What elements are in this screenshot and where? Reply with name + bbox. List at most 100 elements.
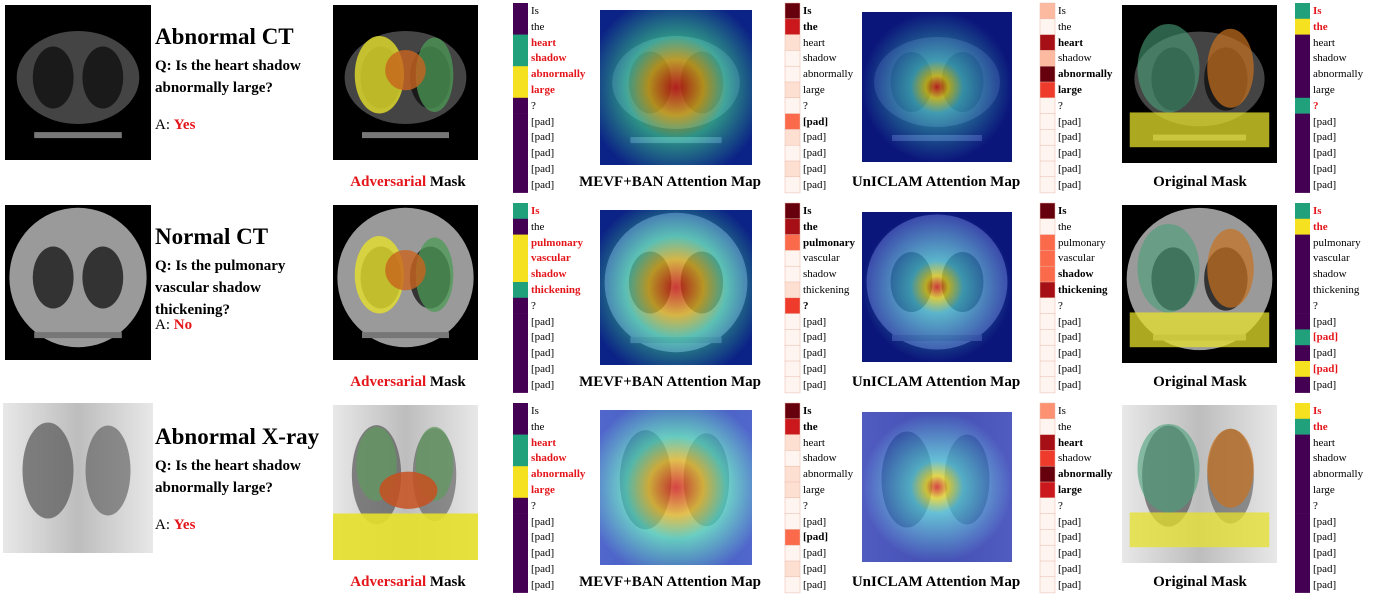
token: heart: [1058, 437, 1083, 449]
token: [pad]: [531, 316, 554, 328]
image-panel: [600, 410, 752, 565]
token-cell: [1295, 250, 1310, 266]
token-cell: [513, 266, 528, 282]
token: pulmonary: [803, 237, 855, 249]
token-cell: [513, 577, 528, 593]
token: [pad]: [1313, 531, 1336, 543]
token-cell: [1295, 235, 1310, 251]
token: ?: [1058, 100, 1063, 112]
text-span: A:: [155, 317, 170, 333]
token: abnormally: [803, 468, 853, 480]
caption: Adversarial Mask: [350, 374, 465, 391]
text-span: Mask: [430, 374, 466, 390]
heatmap: [862, 12, 1012, 162]
token-cell: [1295, 450, 1310, 466]
token: heart: [1313, 37, 1335, 49]
token: large: [531, 84, 555, 96]
token-cell: [1040, 35, 1055, 51]
token-cell: [1040, 235, 1055, 251]
token-cell: [785, 345, 800, 361]
lung: [82, 247, 123, 309]
token-cell: [1295, 129, 1310, 145]
caption: Original Mask: [1153, 574, 1247, 591]
token-cell: [1295, 161, 1310, 177]
token: large: [803, 84, 825, 96]
token: [pad]: [1313, 379, 1336, 391]
token: Is: [803, 405, 812, 417]
image-panel: [1122, 5, 1277, 163]
token-cell: [513, 419, 528, 435]
image-panel: [3, 403, 153, 553]
answer: A: No: [155, 317, 192, 334]
token-cell: [785, 450, 800, 466]
token: [pad]: [1058, 331, 1081, 343]
text-span: Adversarial: [350, 174, 426, 190]
token: [pad]: [1313, 547, 1336, 559]
token-cell: [785, 314, 800, 330]
token-cell: [785, 361, 800, 377]
token: the: [1058, 21, 1071, 33]
token-cell: [785, 145, 800, 161]
token: large: [1313, 84, 1335, 96]
token-cell: [1040, 266, 1055, 282]
token: [pad]: [1313, 147, 1336, 159]
token: abnormally: [1058, 68, 1112, 80]
token: Is: [531, 205, 540, 217]
token-cell: [1295, 361, 1310, 377]
token-cell: [1295, 545, 1310, 561]
table: [362, 332, 449, 338]
token-cell: [1040, 529, 1055, 545]
token-cell: [785, 129, 800, 145]
token: [pad]: [531, 347, 554, 359]
token-cell: [1040, 203, 1055, 219]
token-cell: [513, 298, 528, 314]
mask-region: [333, 514, 478, 561]
token-cell: [1040, 145, 1055, 161]
body: [9, 208, 146, 348]
token: large: [803, 484, 825, 496]
token: ?: [531, 500, 536, 512]
token: [pad]: [531, 379, 554, 391]
token-cell: [1295, 314, 1310, 330]
mask-region: [385, 50, 426, 90]
token: [pad]: [1313, 347, 1336, 359]
text-span: Mask: [430, 174, 466, 190]
caption: UnICLAM Attention Map: [852, 374, 1020, 391]
text-span: A:: [155, 517, 170, 533]
token: heart: [803, 437, 825, 449]
token: thickening: [803, 284, 849, 296]
mask-region: [379, 472, 437, 509]
text-span: A:: [155, 117, 170, 133]
token-cell: [785, 98, 800, 114]
token: shadow: [1058, 268, 1093, 280]
table: [34, 132, 122, 138]
token-cell: [1040, 114, 1055, 130]
token-cell: [785, 329, 800, 345]
token: [pad]: [531, 131, 554, 143]
token-cell: [1040, 403, 1055, 419]
token-cell: [513, 403, 528, 419]
token: ?: [1313, 300, 1318, 312]
token: thickening: [1313, 284, 1359, 296]
token: [pad]: [1313, 563, 1336, 575]
mask-region: [1130, 112, 1270, 147]
token-cell: [1040, 577, 1055, 593]
token: the: [803, 221, 818, 233]
caption: Adversarial Mask: [350, 574, 465, 591]
token: shadow: [1313, 268, 1347, 280]
token-cell: [1295, 98, 1310, 114]
token: [pad]: [531, 116, 554, 128]
token-cell: [785, 298, 800, 314]
image-panel: [1122, 405, 1277, 563]
token-cell: [1040, 377, 1055, 393]
token-cell: [785, 3, 800, 19]
token: vascular: [531, 252, 571, 264]
token-cell: [1040, 250, 1055, 266]
token: the: [1313, 221, 1328, 233]
token: ?: [1058, 300, 1063, 312]
token-cell: [1295, 329, 1310, 345]
token-cell: [513, 545, 528, 561]
token: [pad]: [803, 163, 826, 175]
token: [pad]: [1313, 516, 1336, 528]
heatmap: [600, 410, 752, 565]
